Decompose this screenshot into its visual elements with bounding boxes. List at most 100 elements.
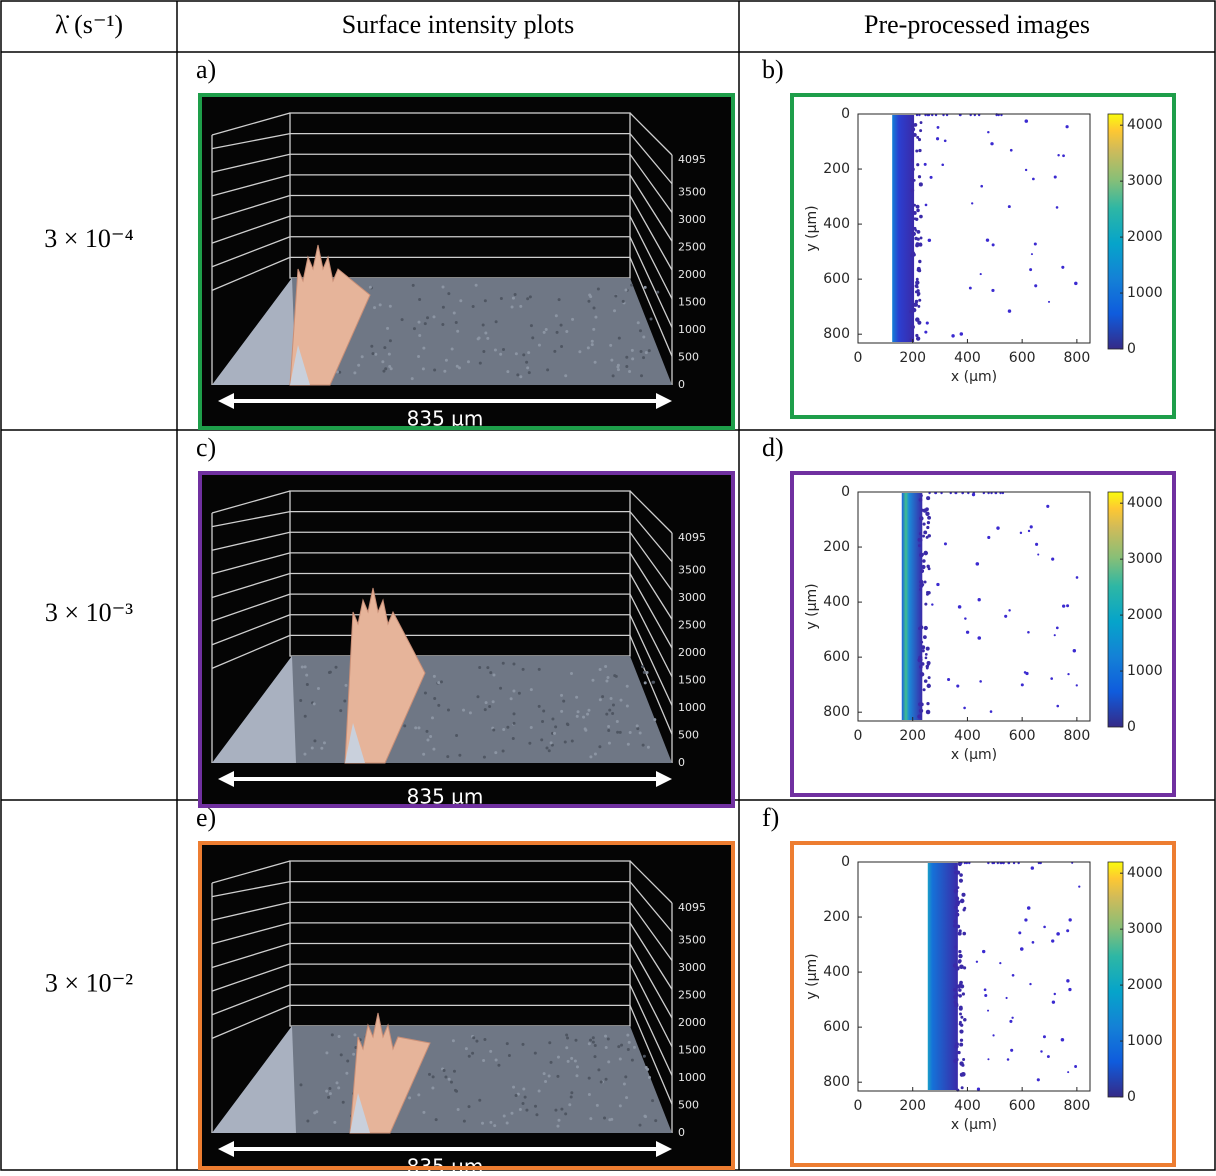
surface-texture [591, 1036, 595, 1040]
z-tick-label: 500 [678, 1099, 699, 1112]
scatter-pixel [936, 125, 940, 129]
surface-texture [459, 299, 463, 303]
surface-texture [537, 343, 541, 347]
surface-texture [339, 1053, 343, 1057]
scatter-pixel [1074, 281, 1078, 286]
z-tick-label: 1500 [678, 1044, 706, 1057]
surface-texture [341, 1100, 345, 1104]
surface-texture [628, 369, 632, 373]
band-edge [962, 931, 967, 936]
surface-texture [606, 1037, 610, 1041]
surface-texture [521, 667, 525, 671]
scatter-pixel [931, 603, 934, 606]
surface-texture [512, 1085, 516, 1089]
band-edge [922, 534, 925, 538]
scatter-pixel [1056, 932, 1060, 936]
scatter-pixel [943, 139, 947, 143]
wall-grid [629, 881, 673, 933]
scatter-pixel [1053, 175, 1057, 179]
surface-texture [631, 357, 635, 361]
surface-texture [556, 1074, 560, 1078]
surface-texture [604, 1034, 608, 1038]
surface-texture [384, 367, 388, 371]
surface-texture [476, 337, 480, 341]
surface-texture [492, 728, 496, 732]
surface-texture [554, 1108, 558, 1112]
z-tick-label: 1000 [678, 1071, 706, 1084]
surface-texture [425, 729, 429, 733]
surface-texture [510, 1111, 514, 1115]
band-edge [918, 498, 923, 502]
surface-texture [327, 1095, 331, 1099]
surface-texture [512, 662, 516, 666]
surface-texture [430, 716, 434, 720]
scatter-pixel [947, 677, 951, 682]
colorbar-tick-label: 3000 [1127, 551, 1163, 567]
scatter-pixel [1008, 609, 1011, 612]
surface-texture [423, 322, 427, 326]
surface-texture [516, 373, 520, 377]
surface-texture [611, 711, 615, 715]
surface-texture [587, 1076, 591, 1080]
band-edge [917, 714, 922, 719]
surface-texture [575, 714, 579, 718]
scatter-pixel [1051, 1000, 1056, 1004]
surface-texture [451, 1039, 455, 1043]
surface-texture [370, 344, 374, 348]
colorbar-tick-label: 1000 [1127, 285, 1163, 301]
surface-texture [388, 304, 392, 308]
band-edge [956, 909, 959, 913]
scatter-pixel [987, 1058, 990, 1061]
band-edge [916, 135, 920, 139]
y-tick-label: 200 [823, 161, 850, 177]
band-edge [962, 1057, 966, 1061]
x-tick-label: 800 [1064, 1098, 1091, 1114]
wall-grid [211, 174, 291, 197]
surface-texture [582, 715, 586, 719]
surface-texture [608, 708, 612, 712]
band-edge [954, 1003, 959, 1008]
scatter-pixel [1075, 576, 1079, 579]
header-cell: Surface intensity plots [342, 10, 575, 39]
scatter-pixel [1047, 300, 1051, 303]
surface-texture [526, 297, 530, 301]
band-edge [924, 653, 928, 656]
band-edge [920, 494, 923, 497]
surface-texture [642, 335, 646, 339]
surface-texture [525, 1108, 529, 1112]
y-axis-label: y (μm) [804, 205, 820, 251]
wall-grid [629, 236, 673, 328]
surface-texture [603, 1116, 607, 1120]
scatter-pixel [1019, 531, 1023, 535]
surface-texture [656, 290, 660, 294]
band-edge [959, 1038, 964, 1042]
scatter-pixel [936, 582, 940, 587]
colorbar-tick-label: 4000 [1127, 495, 1163, 511]
scatter-pixel [1066, 979, 1070, 983]
surface-texture [334, 665, 338, 669]
surface-texture [343, 699, 347, 703]
surface-texture [483, 299, 487, 303]
band-edge [925, 507, 929, 512]
surface-texture [553, 349, 557, 353]
band-edge [913, 302, 918, 307]
surface-texture [638, 329, 642, 333]
band-edge [922, 559, 926, 563]
band-edge [918, 298, 922, 302]
surface-texture [305, 682, 309, 686]
surface-texture [614, 294, 618, 298]
surface-texture [544, 1079, 548, 1083]
surface-texture [598, 745, 602, 749]
surface-texture [492, 673, 496, 677]
z-tick-label: 2500 [678, 619, 706, 632]
surface-texture [528, 295, 532, 299]
scatter-pixel [1040, 1050, 1043, 1053]
surface-texture [596, 287, 600, 291]
y-tick-label: 800 [823, 704, 850, 720]
scatter-pixel [923, 162, 927, 166]
band-edge [927, 676, 931, 680]
x-tick-label: 600 [1009, 1098, 1036, 1114]
surface-texture [624, 288, 628, 292]
surface-texture [432, 747, 436, 751]
x-tick-label: 0 [854, 350, 863, 366]
